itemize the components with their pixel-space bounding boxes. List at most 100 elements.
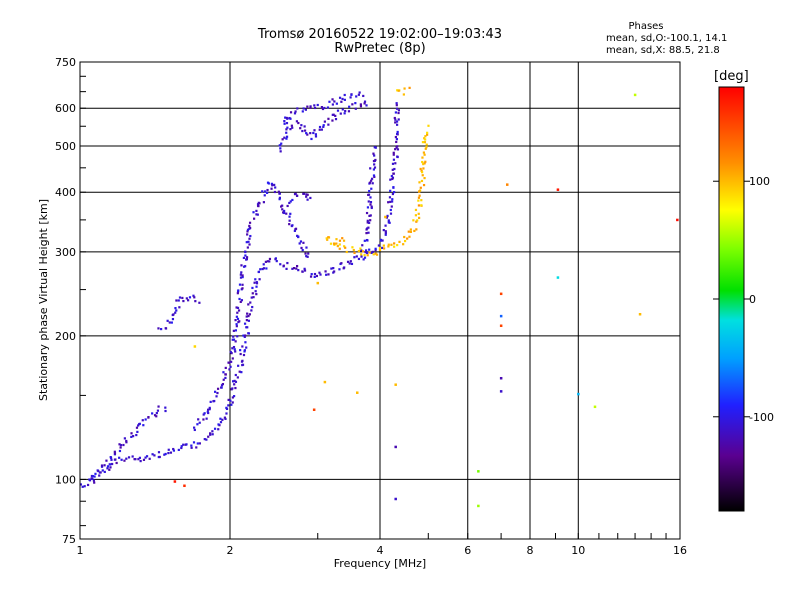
echo-point: [320, 106, 323, 109]
echo-point: [289, 200, 292, 203]
phases-heading: Phases: [628, 21, 664, 32]
echo-point: [396, 148, 400, 151]
echo-point: [387, 245, 390, 248]
echo-point: [247, 303, 250, 306]
echo-point: [261, 267, 264, 271]
echo-point: [230, 403, 233, 406]
echo-point: [414, 214, 418, 217]
echo-point: [421, 141, 425, 144]
echo-point: [365, 211, 369, 215]
echo-point: [366, 254, 369, 257]
echo-point: [198, 421, 201, 424]
echo-point: [138, 423, 141, 426]
echo-point: [244, 334, 247, 337]
echo-point: [422, 167, 425, 170]
echo-point: [363, 256, 367, 259]
echo-point: [303, 267, 306, 270]
echo-point: [424, 160, 427, 163]
echo-point: [251, 286, 254, 290]
echo-point: [245, 256, 249, 259]
echo-point: [293, 112, 297, 115]
echo-point: [108, 468, 111, 471]
echo-point: [225, 412, 228, 415]
echo-point: [395, 146, 398, 149]
echo-point: [203, 438, 206, 441]
echo-point: [239, 300, 242, 303]
echo-point: [144, 418, 147, 421]
echo-point: [355, 255, 358, 258]
echo-point: [236, 335, 239, 338]
echo-point: [336, 244, 339, 248]
echo-point: [232, 335, 235, 338]
echo-point: [372, 168, 376, 171]
echo-point: [333, 270, 336, 273]
echo-point: [381, 239, 384, 242]
echo-point: [391, 162, 395, 165]
echo-point: [406, 237, 409, 240]
x-axis-label: Frequency [MHz]: [334, 557, 426, 570]
echo-point: [370, 251, 373, 255]
y-tick-label: 100: [55, 473, 76, 486]
echo-point: [86, 483, 90, 487]
echo-point: [123, 437, 126, 440]
echo-point: [144, 456, 147, 459]
echo-point: [367, 231, 370, 234]
echo-point: [119, 446, 122, 449]
y-tick-label: 400: [55, 186, 76, 199]
echo-point: [296, 194, 299, 197]
echo-point: [328, 100, 331, 103]
echo-point: [188, 296, 192, 299]
echo-point: [409, 230, 412, 234]
echo-point: [397, 118, 400, 121]
echo-point: [172, 313, 175, 316]
echo-point: [304, 252, 307, 255]
echo-point: [633, 93, 637, 97]
echo-point: [393, 245, 396, 248]
echo-point: [234, 319, 237, 322]
echo-point: [377, 244, 380, 247]
echo-point: [407, 230, 410, 233]
grid-lines: [80, 62, 680, 539]
echo-point: [118, 443, 121, 446]
echo-point: [408, 86, 411, 89]
echo-point: [477, 504, 480, 508]
echo-point: [257, 270, 260, 274]
echo-point: [262, 263, 265, 266]
echo-point: [213, 390, 217, 393]
colorbar-ticks: 100 0 -100: [713, 175, 774, 424]
echo-point: [323, 380, 327, 384]
phases-x-stats: mean, sd,X: 88.5, 21.8: [606, 45, 720, 56]
echo-point: [248, 313, 251, 316]
echo-point: [248, 221, 252, 224]
echo-point: [374, 248, 377, 252]
echo-point: [239, 352, 242, 356]
echo-point: [403, 235, 406, 239]
echo-point: [391, 177, 394, 181]
echo-point: [417, 204, 421, 207]
echo-point: [252, 296, 255, 299]
echo-point: [123, 459, 126, 462]
echo-point: [255, 293, 258, 296]
echo-point: [343, 266, 346, 269]
echo-point: [125, 457, 128, 460]
echo-point: [246, 326, 249, 329]
echo-point: [362, 258, 365, 261]
echo-point: [241, 359, 244, 362]
echo-point: [283, 211, 286, 215]
echo-point: [343, 98, 346, 101]
echo-point: [314, 135, 318, 138]
echo-point: [88, 478, 91, 481]
echo-point: [300, 124, 303, 127]
echo-point: [249, 301, 252, 304]
echo-point: [178, 306, 181, 309]
echo-point: [247, 314, 250, 318]
echo-point: [392, 172, 395, 175]
echo-point: [153, 414, 157, 417]
echo-point: [132, 435, 135, 438]
echo-point: [394, 497, 397, 501]
echo-point: [417, 196, 421, 199]
echo-point: [244, 265, 247, 268]
echo-point: [103, 464, 106, 467]
phases-o-stats: mean, sd,O:-100.1, 14.1: [606, 33, 728, 44]
echo-point: [350, 262, 354, 266]
